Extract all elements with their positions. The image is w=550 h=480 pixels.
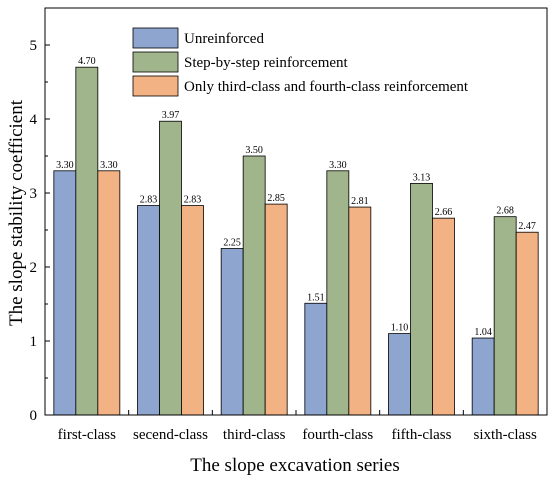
data-label: 3.50 xyxy=(245,145,263,156)
bar xyxy=(242,155,266,416)
bar xyxy=(304,302,328,416)
y-tick-label: 1 xyxy=(30,334,38,350)
data-label: 3.97 xyxy=(162,110,180,121)
y-tick-label: 5 xyxy=(30,38,38,54)
legend-label: Step-by-step reinforcement xyxy=(184,55,349,71)
bar xyxy=(326,170,350,416)
data-label: 3.13 xyxy=(413,172,431,183)
data-label: 3.30 xyxy=(56,160,74,171)
bar xyxy=(348,206,372,416)
x-axis-title: The slope excavation series xyxy=(190,455,399,476)
bar xyxy=(220,248,244,416)
legend-swatch xyxy=(132,51,179,73)
axes-layer: 0 1 2 3 4 5 first-class secend-class third-class… xyxy=(30,7,548,443)
data-label: 3.30 xyxy=(329,160,347,171)
legend-label: Unreinforced xyxy=(184,31,264,47)
legend-swatch xyxy=(132,75,179,97)
x-tick-label: fourth-class xyxy=(302,427,373,443)
data-label: 2.83 xyxy=(140,195,158,206)
bar xyxy=(75,66,99,416)
data-label: 2.83 xyxy=(184,195,202,206)
bar xyxy=(137,205,160,416)
bar xyxy=(159,120,182,416)
bar xyxy=(264,203,288,416)
y-tick-label: 0 xyxy=(30,408,38,424)
bar xyxy=(410,182,433,416)
bar xyxy=(471,337,495,416)
y-axis-title: The slope stability coefficient xyxy=(6,99,27,326)
data-label: 2.47 xyxy=(518,221,536,232)
x-tick-label: fifth-class xyxy=(392,427,452,443)
data-label: 1.51 xyxy=(307,292,325,303)
x-tick-label: secend-class xyxy=(133,427,208,443)
x-tick-label: first-class xyxy=(58,427,116,443)
data-label: 2.25 xyxy=(223,238,241,249)
bar xyxy=(97,170,121,416)
data-label: 3.30 xyxy=(100,160,118,171)
bar xyxy=(53,170,77,416)
data-label: 2.85 xyxy=(267,193,285,204)
data-label: 2.68 xyxy=(496,206,514,217)
legend: Unreinforced Step-by-step reinforcement On… xyxy=(132,27,469,97)
y-tick-label: 3 xyxy=(30,186,38,202)
bar xyxy=(181,205,204,416)
y-tick-label: 4 xyxy=(30,112,38,128)
x-tick-label: third-class xyxy=(223,427,286,443)
legend-swatch xyxy=(132,27,179,49)
bar xyxy=(493,216,517,416)
bar xyxy=(388,333,411,416)
data-labels-layer: 3.30 4.70 3.30 2.83 3.97 2.83 2.25 3.50 2.85 1.51… xyxy=(56,56,536,338)
data-label: 1.10 xyxy=(391,323,409,334)
bar xyxy=(432,217,455,416)
y-tick-label: 2 xyxy=(30,260,38,276)
data-label: 2.66 xyxy=(435,207,453,218)
x-tick-label: sixth-class xyxy=(474,427,537,443)
data-label: 4.70 xyxy=(78,56,96,67)
data-label: 2.81 xyxy=(351,196,369,207)
bar xyxy=(515,231,539,416)
bars-layer xyxy=(53,66,539,416)
data-label: 1.04 xyxy=(474,327,492,338)
legend-label: Only third-class and fourth-class reinfo… xyxy=(184,79,469,95)
